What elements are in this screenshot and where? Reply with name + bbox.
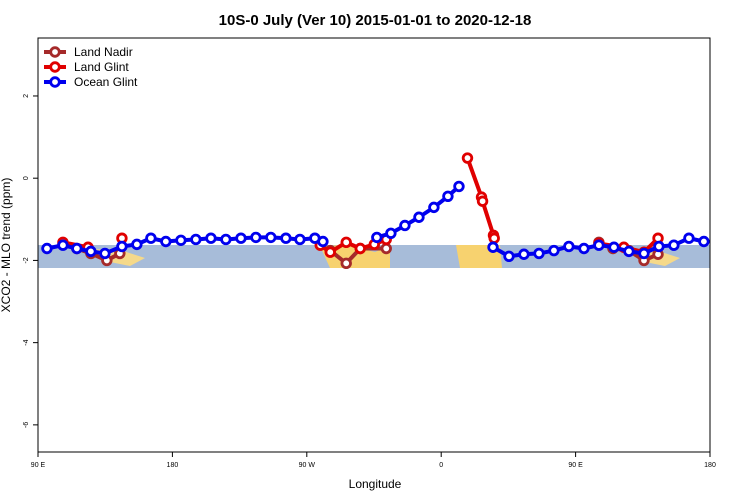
point xyxy=(638,247,650,260)
point xyxy=(235,232,247,244)
point xyxy=(476,195,489,207)
point xyxy=(71,242,83,255)
point xyxy=(698,235,710,248)
point xyxy=(160,235,172,248)
legend-label: Ocean Glint xyxy=(74,75,138,89)
y-tick-label: 0 xyxy=(23,176,30,180)
point xyxy=(354,242,366,255)
point xyxy=(548,244,560,257)
point xyxy=(518,248,530,260)
point xyxy=(85,245,97,258)
point xyxy=(563,240,575,253)
x-axis-label: Longitude xyxy=(349,477,402,491)
point xyxy=(488,232,500,244)
point xyxy=(608,241,620,253)
x-tick-label: 180 xyxy=(167,462,179,469)
point xyxy=(190,233,202,246)
point xyxy=(250,231,262,244)
y-tick-label: -4 xyxy=(23,339,30,345)
point xyxy=(57,239,69,251)
point xyxy=(99,247,111,260)
point xyxy=(317,235,329,248)
point xyxy=(668,239,680,251)
point xyxy=(205,232,217,244)
y-tick-label: 2 xyxy=(23,94,30,98)
x-tick-label: 180 xyxy=(704,462,716,469)
point xyxy=(593,239,605,251)
point xyxy=(340,257,352,269)
plot-frame xyxy=(37,37,711,453)
legend-marker xyxy=(49,46,61,58)
point xyxy=(683,232,695,244)
point xyxy=(623,245,635,258)
point xyxy=(145,232,157,244)
point xyxy=(265,231,277,244)
chart-title: 10S-0 July (Ver 10) 2015-01-01 to 2020-1… xyxy=(219,12,532,29)
point xyxy=(453,180,465,193)
point xyxy=(220,233,232,246)
point xyxy=(324,246,336,258)
point xyxy=(280,232,292,244)
y-axis-label: XCO2 - MLO trend (ppm) xyxy=(0,178,13,313)
point xyxy=(116,240,128,253)
point xyxy=(653,240,665,253)
point xyxy=(428,201,440,214)
x-tick-label: 0 xyxy=(439,462,443,469)
y-tick-label: -6 xyxy=(23,422,30,428)
x-tick-label: 90 E xyxy=(31,462,46,469)
x-tick-label: 90 W xyxy=(299,462,316,469)
point xyxy=(461,152,474,164)
point xyxy=(41,242,53,255)
point xyxy=(578,242,590,255)
point xyxy=(380,242,392,255)
point xyxy=(503,250,515,263)
legend-label: Land Nadir xyxy=(74,45,133,59)
point xyxy=(413,211,425,223)
x-tick-label: 90 E xyxy=(568,462,583,469)
point xyxy=(385,227,397,239)
point xyxy=(371,231,383,244)
legend-marker xyxy=(49,76,61,88)
point xyxy=(487,241,499,253)
legend-label: Land Glint xyxy=(74,60,129,74)
point xyxy=(442,190,454,202)
point xyxy=(399,219,411,232)
point xyxy=(131,238,143,251)
point xyxy=(175,234,187,246)
point xyxy=(533,247,545,260)
legend-marker xyxy=(49,61,61,73)
point xyxy=(340,236,352,249)
point xyxy=(294,233,306,246)
y-tick-label: -2 xyxy=(23,257,30,263)
